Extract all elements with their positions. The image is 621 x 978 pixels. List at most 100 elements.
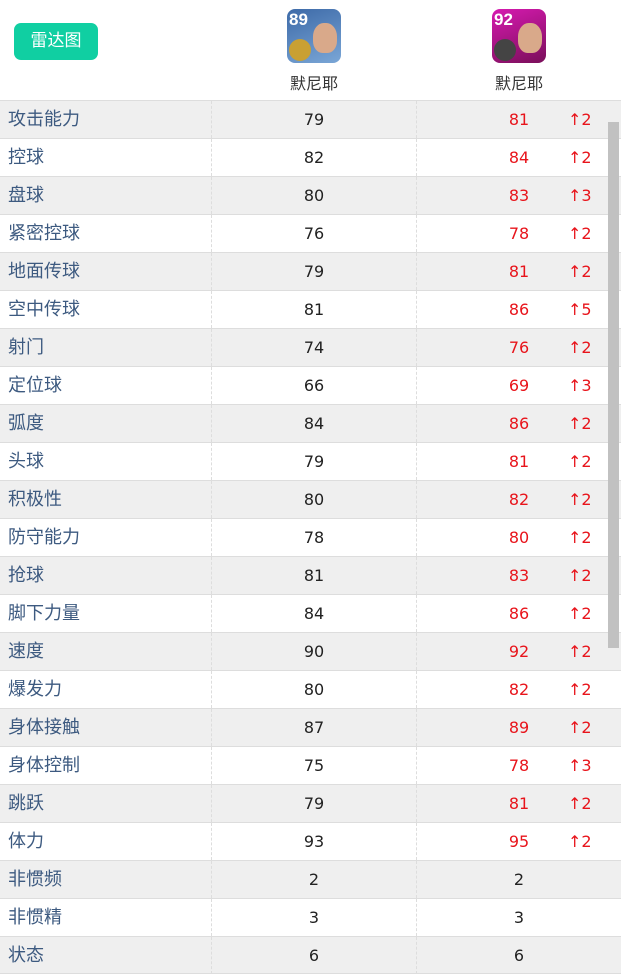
player-rating: 89 (289, 10, 308, 29)
stat-difference: ↑2 (568, 528, 592, 547)
stat-label: 积极性 (8, 489, 62, 510)
table-row: 速度 90 92 ↑2 (0, 632, 621, 670)
stat-difference: ↑2 (568, 224, 592, 243)
player-1-value: 3 (211, 899, 416, 936)
table-row: 攻击能力 79 81 ↑2 (0, 100, 621, 138)
table-row: 抢球 81 83 ↑2 (0, 556, 621, 594)
stat-difference: ↑2 (568, 718, 592, 737)
scrollbar[interactable] (608, 122, 619, 648)
player-1-value: 80 (211, 671, 416, 708)
player-1-value: 79 (211, 443, 416, 480)
player-1[interactable]: 89 默尼耶 (264, 9, 364, 94)
stat-label: 抢球 (8, 565, 44, 586)
player-2-value: 82 (416, 671, 621, 708)
player-1-value: 6 (211, 937, 416, 974)
stat-difference: ↑2 (568, 148, 592, 167)
player-2-value: 95 (416, 823, 621, 860)
table-row: 跳跃 79 81 ↑2 (0, 784, 621, 822)
player-2-value: 80 (416, 519, 621, 556)
player-2-value: 76 (416, 329, 621, 366)
stats-table: 攻击能力 79 81 ↑2 控球 82 84 ↑2 盘球 80 83 ↑3 紧密控球 … (0, 100, 621, 974)
player-1-value: 66 (211, 367, 416, 404)
table-row: 爆发力 80 82 ↑2 (0, 670, 621, 708)
player-1-value: 93 (211, 823, 416, 860)
player-2-value: 83 (416, 177, 621, 214)
table-row: 弧度 84 86 ↑2 (0, 404, 621, 442)
table-row: 地面传球 79 81 ↑2 (0, 252, 621, 290)
stat-label: 地面传球 (8, 261, 80, 282)
player-2-value: 6 (416, 937, 621, 974)
stat-label: 定位球 (8, 375, 62, 396)
stat-difference: ↑2 (568, 680, 592, 699)
player-2-value: 2 (416, 861, 621, 898)
player-1-value: 2 (211, 861, 416, 898)
stat-difference: ↑3 (568, 756, 592, 775)
table-row: 积极性 80 82 ↑2 (0, 480, 621, 518)
stat-difference: ↑5 (568, 300, 592, 319)
table-row: 射门 74 76 ↑2 (0, 328, 621, 366)
stat-label: 头球 (8, 451, 44, 472)
stat-label: 弧度 (8, 413, 44, 434)
stat-label: 攻击能力 (8, 109, 80, 130)
player-face (518, 23, 542, 53)
stat-difference: ↑2 (568, 604, 592, 623)
stat-label: 控球 (8, 147, 44, 168)
player-2-value: 86 (416, 595, 621, 632)
table-row: 脚下力量 84 86 ↑2 (0, 594, 621, 632)
player-1-value: 79 (211, 101, 416, 138)
table-row: 定位球 66 69 ↑3 (0, 366, 621, 404)
table-row: 身体接触 87 89 ↑2 (0, 708, 621, 746)
table-row: 身体控制 75 78 ↑3 (0, 746, 621, 784)
stat-difference: ↑2 (568, 452, 592, 471)
player-1-value: 74 (211, 329, 416, 366)
stat-label: 身体控制 (8, 755, 80, 776)
player-2-value: 92 (416, 633, 621, 670)
table-row: 防守能力 78 80 ↑2 (0, 518, 621, 556)
stat-difference: ↑2 (568, 110, 592, 129)
player-2-value: 82 (416, 481, 621, 518)
player-card-image[interactable]: 92 (492, 9, 546, 63)
stat-difference: ↑2 (568, 490, 592, 509)
player-2-value: 86 (416, 405, 621, 442)
player-1-value: 80 (211, 177, 416, 214)
player-2-value: 69 (416, 367, 621, 404)
table-row: 状态 6 6 (0, 936, 621, 974)
player-card-image[interactable]: 89 (287, 9, 341, 63)
table-row: 盘球 80 83 ↑3 (0, 176, 621, 214)
stat-label: 非惯频 (8, 869, 62, 890)
stat-label: 盘球 (8, 185, 44, 206)
stat-label: 体力 (8, 831, 44, 852)
player-2-value: 86 (416, 291, 621, 328)
player-1-value: 78 (211, 519, 416, 556)
player-1-value: 82 (211, 139, 416, 176)
stat-label: 身体接触 (8, 717, 80, 738)
stat-difference: ↑2 (568, 832, 592, 851)
player-name: 默尼耶 (494, 74, 543, 93)
player-2-value: 78 (416, 747, 621, 784)
player-rating: 92 (494, 10, 513, 29)
player-2[interactable]: 92 默尼耶 (469, 9, 569, 94)
comparison-header: 雷达图 89 默尼耶 92 默尼耶 (0, 0, 621, 100)
stat-difference: ↑2 (568, 642, 592, 661)
player-1-value: 79 (211, 785, 416, 822)
stat-label: 状态 (8, 945, 44, 966)
stat-difference: ↑3 (568, 186, 592, 205)
player-2-value: 83 (416, 557, 621, 594)
player-1-value: 81 (211, 291, 416, 328)
stat-difference: ↑2 (568, 794, 592, 813)
player-2-value: 81 (416, 443, 621, 480)
stat-difference: ↑2 (568, 414, 592, 433)
table-row: 体力 93 95 ↑2 (0, 822, 621, 860)
stat-label: 跳跃 (8, 793, 44, 814)
stat-label: 射门 (8, 337, 44, 358)
coin-badge-icon (494, 39, 516, 61)
player-2-value: 3 (416, 899, 621, 936)
stat-label: 紧密控球 (8, 223, 80, 244)
player-1-value: 84 (211, 405, 416, 442)
player-2-value: 81 (416, 785, 621, 822)
stat-difference: ↑2 (568, 566, 592, 585)
stat-label: 防守能力 (8, 527, 80, 548)
table-row: 非惯精 3 3 (0, 898, 621, 936)
coin-badge-icon (289, 39, 311, 61)
radar-chart-button[interactable]: 雷达图 (14, 23, 98, 60)
